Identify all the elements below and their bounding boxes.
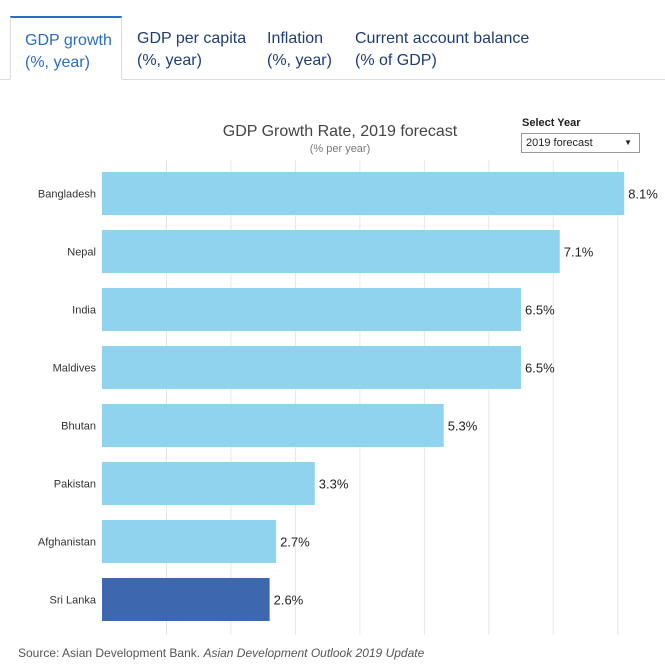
value-label: 3.3%	[319, 477, 349, 492]
source-publication: Asian Development Outlook 2019 Update	[203, 646, 425, 660]
chart-title: GDP Growth Rate, 2019 forecast	[222, 123, 458, 140]
source-note: Source: Asian Development Bank. Asian De…	[18, 646, 424, 660]
category-label: Sri Lanka	[50, 595, 97, 607]
value-label: 5.3%	[448, 419, 478, 434]
category-label: Pakistan	[54, 479, 96, 491]
value-label: 2.6%	[274, 593, 304, 608]
tab-current-account-balance[interactable]: Current account balance (% of GDP)	[355, 16, 529, 79]
tab-title: Current account balance	[355, 30, 530, 47]
tab-unit: (%, year)	[137, 52, 202, 69]
tab-gdp-growth[interactable]: GDP growth (%, year)	[10, 16, 122, 80]
tab-gdp-per-capita[interactable]: GDP per capita (%, year)	[137, 16, 246, 79]
category-label: Bangladesh	[38, 189, 96, 201]
value-label: 2.7%	[280, 535, 310, 550]
chart-subtitle: (% per year)	[309, 143, 371, 155]
category-label: Afghanistan	[38, 537, 96, 549]
tab-unit: (%, year)	[267, 52, 332, 69]
tab-unit: (% of GDP)	[355, 52, 437, 69]
value-label: 6.5%	[525, 361, 555, 376]
chevron-down-icon: ▼	[624, 138, 632, 147]
value-label: 6.5%	[525, 303, 555, 318]
category-label: Bhutan	[61, 421, 96, 433]
category-label: Nepal	[67, 247, 96, 259]
value-labels: 8.1% 7.1% 6.5% 6.5% 5.3% 3.3% 2.7% 2.6%	[274, 187, 659, 608]
tab-title: Inflation	[267, 30, 324, 47]
year-select-value: 2019 forecast	[526, 137, 593, 149]
bar-sri-lanka[interactable]	[102, 578, 270, 621]
tab-title: GDP growth	[25, 32, 112, 49]
source-prefix: Source: Asian Development Bank.	[18, 646, 201, 660]
indicator-tabs: GDP growth (%, year) GDP per capita (%, …	[0, 0, 665, 80]
tab-unit: (%, year)	[25, 54, 90, 71]
bar-india[interactable]	[102, 288, 522, 331]
tab-inflation[interactable]: Inflation (%, year)	[267, 16, 332, 79]
category-labels: Bangladesh Nepal India Maldives Bhutan Pakist…	[38, 189, 97, 607]
bar-chart: Bangladesh Nepal India Maldives Bhutan Pakist…	[38, 160, 659, 635]
bar-bangladesh[interactable]	[102, 172, 625, 215]
select-year-label: Select Year	[522, 117, 581, 129]
category-label: India	[72, 305, 97, 317]
year-select[interactable]: 2019 forecast ▼	[521, 133, 640, 153]
bar-afghanistan[interactable]	[102, 520, 277, 563]
bar-bhutan[interactable]	[102, 404, 444, 447]
value-label: 7.1%	[564, 245, 594, 260]
value-label: 8.1%	[628, 187, 658, 202]
bars	[102, 172, 625, 621]
category-label: Maldives	[53, 363, 97, 375]
bar-maldives[interactable]	[102, 346, 522, 389]
bar-pakistan[interactable]	[102, 462, 315, 505]
tab-title: GDP per capita	[137, 30, 247, 47]
bar-nepal[interactable]	[102, 230, 560, 273]
